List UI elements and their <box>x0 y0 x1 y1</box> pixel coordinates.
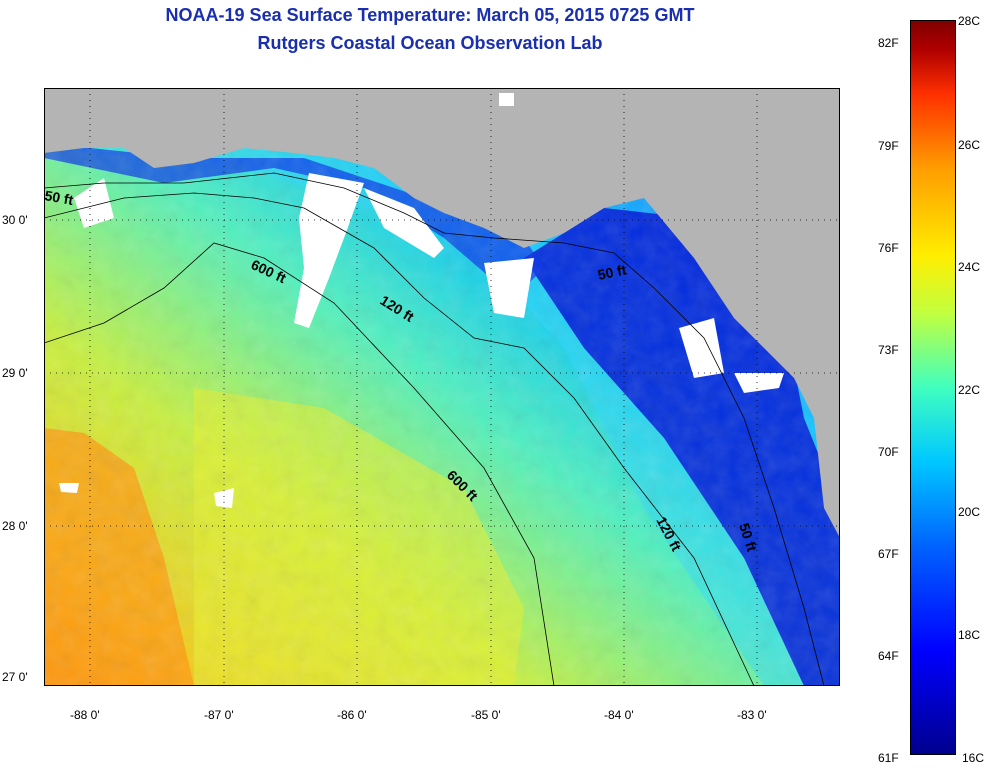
lat-label: 30 0' <box>2 213 28 227</box>
map-title: NOAA-19 Sea Surface Temperature: March 0… <box>165 5 695 25</box>
contour-120ft <box>43 192 755 687</box>
lon-label: -88 0' <box>70 708 100 722</box>
colorbar-c-label: 24C <box>958 260 981 274</box>
lon-label: -83 0' <box>737 708 767 722</box>
land-mass <box>44 88 840 538</box>
map-subtitle: Rutgers Coastal Ocean Observation Lab <box>257 33 603 53</box>
colorbar-f-label: 67F <box>878 547 899 561</box>
colorbar-c-label: 28C <box>958 14 981 28</box>
lon-label: -85 0' <box>471 708 501 722</box>
depth-contours <box>43 172 825 687</box>
lat-label: 27 0' <box>2 670 28 684</box>
lat-label: 28 0' <box>2 519 28 533</box>
colorbar-c-label: 16C <box>962 751 985 765</box>
contour-label: 50 ft <box>44 187 75 208</box>
contour-600ft <box>43 242 555 687</box>
cloud-mask <box>59 93 784 508</box>
colorbar-f-label: 70F <box>878 445 899 459</box>
contour-label: 50 ft <box>596 261 628 283</box>
colorbar-c-label: 20C <box>958 505 981 519</box>
lat-label: 29 0' <box>2 366 28 380</box>
contour-50ft <box>43 172 825 687</box>
temperature-colorbar <box>910 20 956 755</box>
colorbar-f-label: 73F <box>878 343 899 357</box>
colorbar-c-label: 22C <box>958 383 981 397</box>
sst-map: 50 ft 600 ft 120 ft 50 ft 600 ft 120 ft … <box>43 88 840 687</box>
colorbar-c-label: 18C <box>958 628 981 642</box>
colorbar-f-label: 64F <box>878 649 899 663</box>
colorbar-f-label: 79F <box>878 139 899 153</box>
colorbar-f-label: 76F <box>878 241 899 255</box>
graticule <box>44 88 840 686</box>
colorbar-f-label: 82F <box>878 36 899 50</box>
colorbar-c-label: 26C <box>958 138 981 152</box>
colorbar-f-label: 61F <box>878 751 899 765</box>
lon-label: -84 0' <box>604 708 634 722</box>
lon-label: -87 0' <box>204 708 234 722</box>
lon-label: -86 0' <box>337 708 367 722</box>
